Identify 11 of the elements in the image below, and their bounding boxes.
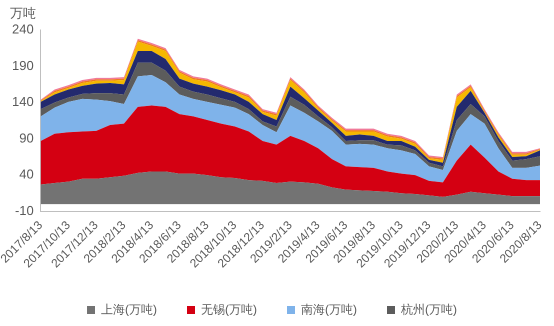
y-tick-label: -10 (14, 202, 34, 218)
y-axis-title: 万吨 (10, 6, 36, 21)
y-tick-label: 190 (12, 58, 34, 73)
legend-label: 杭州(万吨) (400, 302, 457, 316)
legend-label: 上海(万吨) (101, 302, 158, 316)
legend-label: 无锡(万吨) (201, 302, 258, 316)
y-tick-label: 90 (19, 130, 34, 146)
y-tick-label: 40 (19, 166, 34, 182)
y-tick-label: 140 (12, 94, 34, 110)
y-tick-label: 240 (12, 22, 34, 37)
legend-label: 南海(万吨) (301, 302, 357, 316)
